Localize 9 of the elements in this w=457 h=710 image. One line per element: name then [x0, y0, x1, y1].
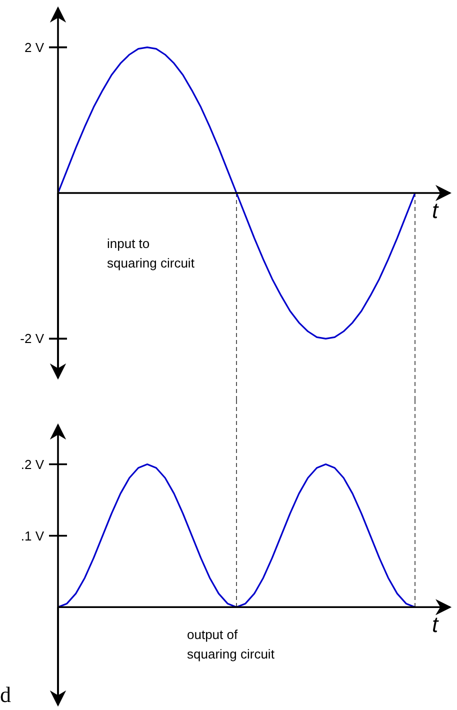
y-tick-label: 2 V [24, 40, 44, 55]
x-axis-title: t [432, 612, 439, 638]
y-tick-label: -2 V [20, 331, 44, 346]
y-tick-label: .1 V [20, 528, 44, 544]
text: d [0, 682, 11, 707]
y-tick-label: .2 V [20, 456, 44, 472]
annotation: output of squaring circuit [187, 627, 275, 662]
annotation: input to squaring circuit [107, 236, 195, 270]
x-axis-title: t [432, 198, 439, 223]
